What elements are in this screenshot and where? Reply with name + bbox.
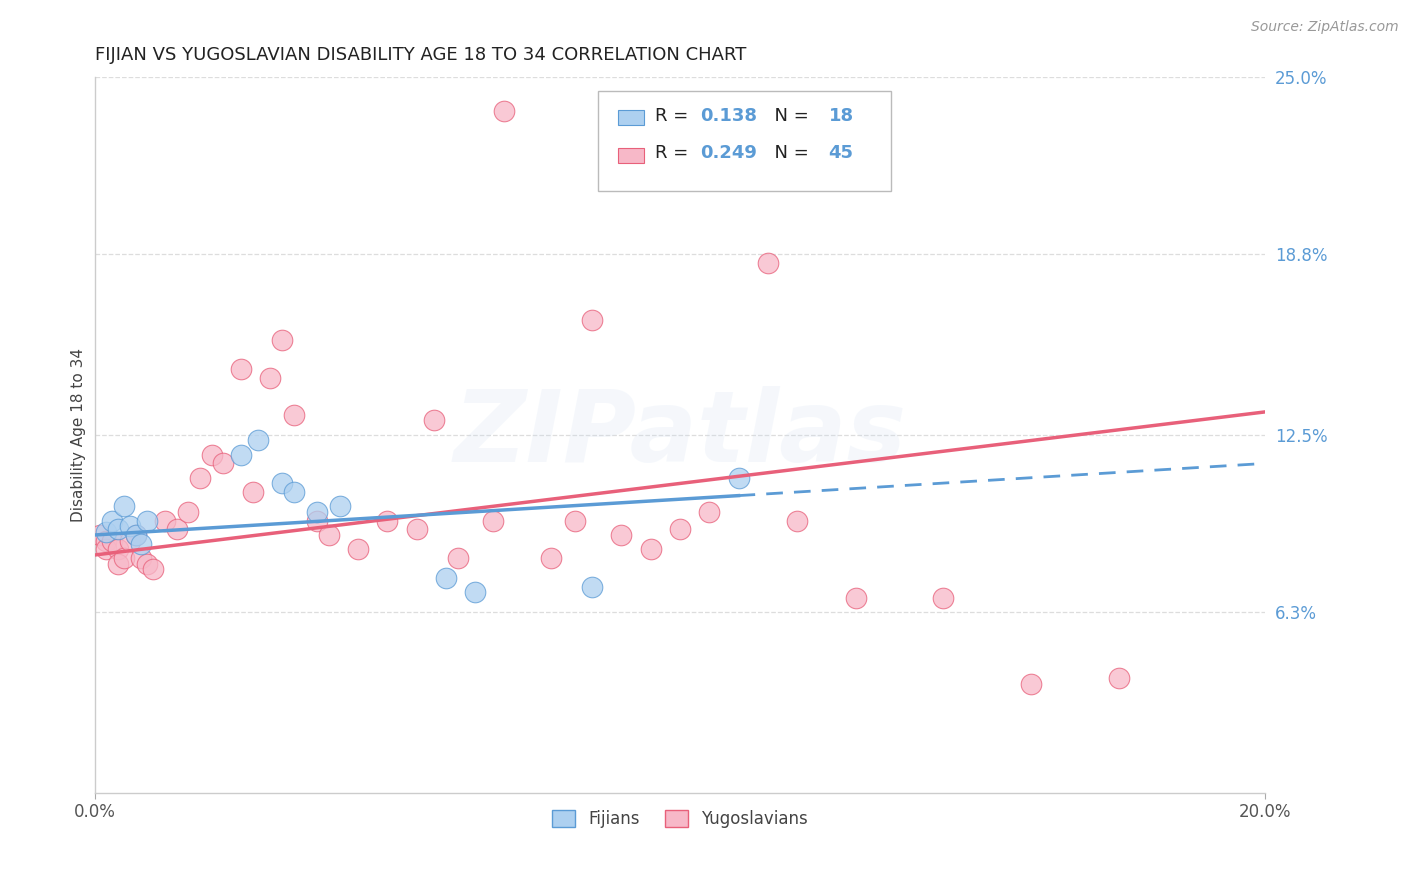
Point (481, 514, 503, 528)
Point (118, 519, 141, 533)
Y-axis label: Disability Age 18 to 34: Disability Age 18 to 34 (72, 348, 86, 522)
Point (188, 471, 211, 485)
Point (229, 448, 252, 462)
Point (446, 550, 468, 565)
FancyBboxPatch shape (598, 91, 891, 192)
Point (375, 514, 398, 528)
Point (786, 514, 808, 528)
Point (305, 505, 328, 519)
Text: N =: N = (763, 145, 814, 162)
Text: R =: R = (655, 145, 695, 162)
Text: ZIPatlas: ZIPatlas (453, 386, 907, 483)
Point (247, 434, 270, 448)
Point (564, 514, 586, 528)
Point (89, 528, 111, 542)
Point (270, 333, 292, 347)
Text: R =: R = (655, 106, 695, 125)
Point (1108, 671, 1130, 685)
Point (112, 550, 135, 565)
Point (423, 413, 446, 427)
Point (118, 533, 141, 548)
Point (405, 522, 427, 536)
Point (112, 500, 135, 514)
Point (347, 542, 370, 557)
FancyBboxPatch shape (617, 148, 644, 162)
Point (166, 522, 188, 536)
Point (131, 536, 153, 550)
Point (153, 514, 176, 528)
Point (131, 550, 153, 565)
Point (136, 557, 159, 571)
Point (242, 485, 264, 500)
Point (434, 571, 457, 585)
Text: 45: 45 (828, 145, 853, 162)
Point (107, 557, 129, 571)
Point (494, 104, 516, 119)
Text: FIJIAN VS YUGOSLAVIAN DISABILITY AGE 18 TO 34 CORRELATION CHART: FIJIAN VS YUGOSLAVIAN DISABILITY AGE 18 … (94, 46, 747, 64)
Point (107, 522, 129, 536)
Point (177, 505, 200, 519)
Point (464, 585, 486, 599)
Point (101, 514, 124, 528)
Point (932, 591, 955, 605)
Point (329, 500, 352, 514)
Point (124, 528, 146, 542)
Point (581, 580, 603, 594)
Point (101, 533, 124, 548)
Point (283, 408, 305, 422)
Point (540, 550, 562, 565)
Point (107, 542, 129, 557)
Point (96, 533, 118, 548)
Point (270, 476, 292, 491)
Point (845, 591, 868, 605)
Point (640, 542, 662, 557)
Point (136, 514, 159, 528)
Point (697, 505, 720, 519)
Point (581, 313, 603, 327)
Point (610, 528, 633, 542)
Point (318, 528, 340, 542)
Text: 0.138: 0.138 (700, 106, 756, 125)
Text: 18: 18 (828, 106, 853, 125)
Point (96, 542, 118, 557)
Legend: Fijians, Yugoslavians: Fijians, Yugoslavians (546, 803, 815, 834)
Point (1019, 677, 1042, 691)
Point (259, 370, 281, 384)
Text: Source: ZipAtlas.com: Source: ZipAtlas.com (1251, 20, 1399, 34)
Point (212, 457, 235, 471)
Text: N =: N = (763, 106, 814, 125)
Point (669, 522, 692, 536)
Point (201, 448, 224, 462)
Point (756, 256, 779, 270)
Text: 0.249: 0.249 (700, 145, 756, 162)
Point (305, 514, 328, 528)
Point (96, 525, 118, 540)
Point (229, 362, 252, 376)
Point (142, 562, 165, 576)
Point (124, 528, 146, 542)
Point (283, 485, 305, 500)
Point (727, 471, 749, 485)
FancyBboxPatch shape (617, 110, 644, 125)
